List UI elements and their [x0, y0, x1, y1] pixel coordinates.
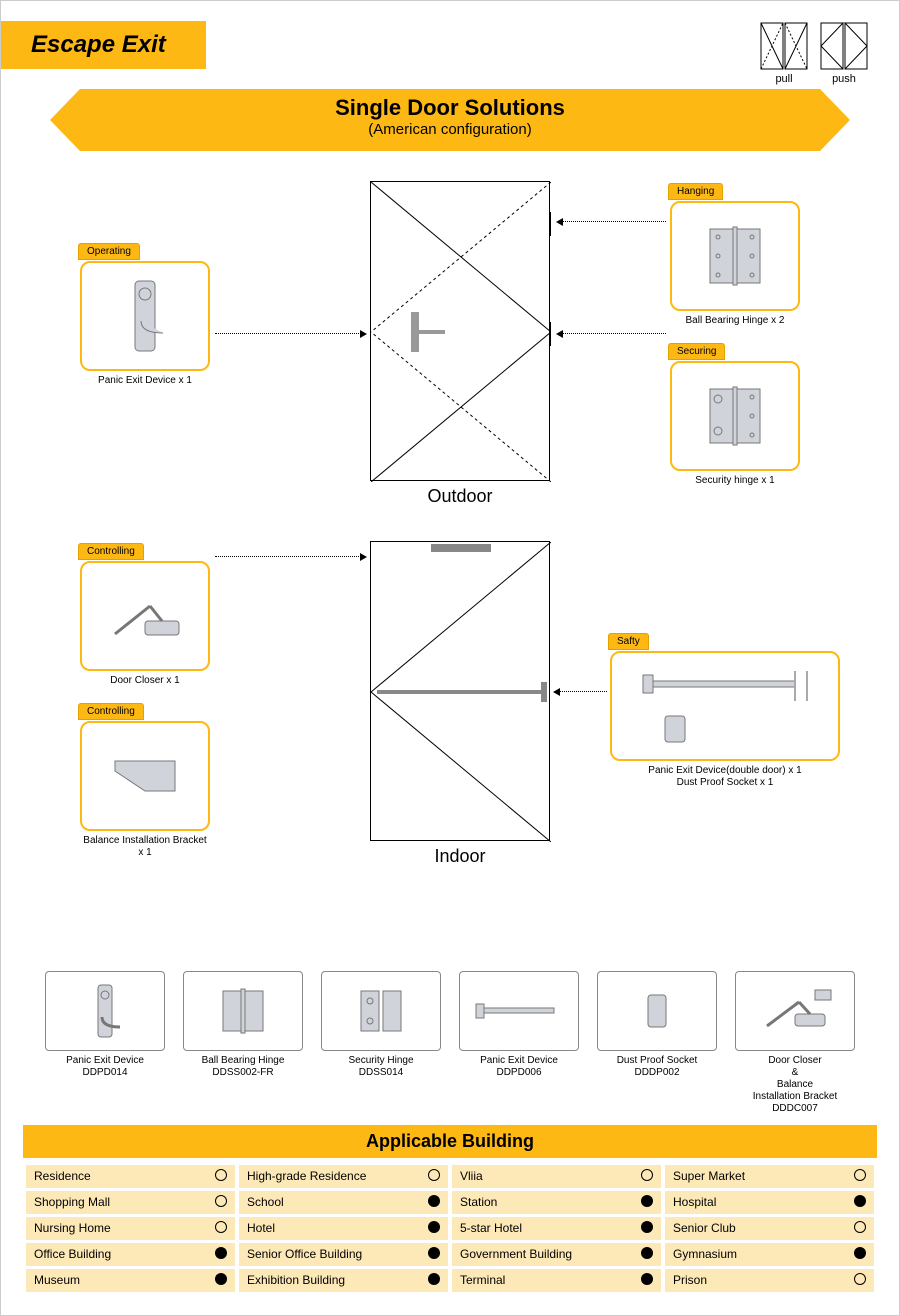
securing-component: Securing Security hinge x 1 — [670, 361, 800, 487]
product-thumb — [183, 971, 303, 1051]
applicable-cell: Exhibition Building — [239, 1269, 448, 1292]
indoor-label: Indoor — [360, 846, 560, 867]
applicable-cell: 5-star Hotel — [452, 1217, 661, 1240]
controlling1-component: Controlling Door Closer x 1 — [80, 561, 210, 687]
controlling2-caption: Balance Installation Bracket x 1 — [80, 835, 210, 859]
applicable-cell: School — [239, 1191, 448, 1214]
product-name: Dust Proof Socket — [597, 1055, 717, 1067]
applicable-cell: Super Market — [665, 1165, 874, 1188]
product-code: DDSS002-FR — [183, 1067, 303, 1079]
operating-caption: Panic Exit Device x 1 — [80, 375, 210, 387]
applicable-title: Applicable Building — [23, 1125, 877, 1158]
door-swing-icons: pull push — [759, 21, 869, 85]
securing-connector — [558, 333, 666, 334]
product-code: DDDC007 — [735, 1103, 855, 1115]
applicable-cell: Shopping Mall — [26, 1191, 235, 1214]
product-item: Panic Exit DeviceDDPD014 — [45, 971, 165, 1115]
product-name: Panic Exit Device — [45, 1055, 165, 1067]
product-code: DDPD006 — [459, 1067, 579, 1079]
applicable-cell: Nursing Home — [26, 1217, 235, 1240]
controlling1-tag: Controlling — [78, 543, 144, 560]
hanging-component: Hanging Ball Bearing Hinge x 2 — [670, 201, 800, 327]
indoor-door — [370, 541, 550, 841]
hanging-connector — [558, 221, 666, 222]
hanging-caption: Ball Bearing Hinge x 2 — [670, 315, 800, 327]
product-item: Security HingeDDSS014 — [321, 971, 441, 1115]
applicable-cell: Senior Club — [665, 1217, 874, 1240]
applicable-cell: Senior Office Building — [239, 1243, 448, 1266]
hanging-tag: Hanging — [668, 183, 723, 200]
ribbon-subtitle: (American configuration) — [80, 121, 820, 138]
applicable-cell: Prison — [665, 1269, 874, 1292]
product-thumb — [45, 971, 165, 1051]
push-label: push — [819, 73, 869, 85]
product-item: Door Closer & Balance Installation Brack… — [735, 971, 855, 1115]
product-name: Security Hinge — [321, 1055, 441, 1067]
applicable-cell: Gymnasium — [665, 1243, 874, 1266]
page-title: Escape Exit — [31, 31, 166, 59]
safty-connector — [555, 691, 607, 692]
applicable-cell: High-grade Residence — [239, 1165, 448, 1188]
product-item: Ball Bearing HingeDDSS002-FR — [183, 971, 303, 1115]
product-code: DDPD014 — [45, 1067, 165, 1079]
product-name: Panic Exit Device — [459, 1055, 579, 1067]
push-icon-box: push — [819, 21, 869, 85]
product-thumb — [321, 971, 441, 1051]
safty-component: Safty Panic Exit Device(double door) x 1… — [610, 651, 840, 789]
applicable-cell: Government Building — [452, 1243, 661, 1266]
controlling2-tag: Controlling — [78, 703, 144, 720]
applicable-cell: Office Building — [26, 1243, 235, 1266]
outdoor-door — [370, 181, 550, 481]
ribbon-banner: Single Door Solutions (American configur… — [80, 89, 820, 151]
applicable-cell: Residence — [26, 1165, 235, 1188]
product-thumb — [597, 971, 717, 1051]
outdoor-label: Outdoor — [360, 486, 560, 507]
applicable-cell: Vliia — [452, 1165, 661, 1188]
push-icon — [819, 21, 869, 71]
product-name: Ball Bearing Hinge — [183, 1055, 303, 1067]
applicable-cell: Hospital — [665, 1191, 874, 1214]
ribbon-title: Single Door Solutions — [80, 95, 820, 121]
product-name: Door Closer & Balance Installation Brack… — [735, 1055, 855, 1103]
applicable-cell: Terminal — [452, 1269, 661, 1292]
operating-connector — [215, 333, 365, 334]
applicable-cell: Station — [452, 1191, 661, 1214]
product-thumb — [459, 971, 579, 1051]
product-code: DDSS014 — [321, 1067, 441, 1079]
applicable-table: ResidenceHigh-grade ResidenceVliiaSuper … — [22, 1162, 878, 1295]
securing-tag: Securing — [668, 343, 725, 360]
door-diagram: Outdoor Indoor Operating Panic Exit Devi… — [20, 161, 880, 961]
securing-caption: Security hinge x 1 — [670, 475, 800, 487]
pull-icon-box: pull — [759, 21, 809, 85]
product-code: DDDP002 — [597, 1067, 717, 1079]
applicable-cell: Hotel — [239, 1217, 448, 1240]
applicable-cell: Museum — [26, 1269, 235, 1292]
product-thumb — [735, 971, 855, 1051]
pull-icon — [759, 21, 809, 71]
safty-tag: Safty — [608, 633, 649, 650]
product-item: Dust Proof SocketDDDP002 — [597, 971, 717, 1115]
controlling1-caption: Door Closer x 1 — [80, 675, 210, 687]
controlling2-component: Controlling Balance Installation Bracket… — [80, 721, 210, 859]
operating-component: Operating Panic Exit Device x 1 — [80, 261, 210, 387]
pull-label: pull — [759, 73, 809, 85]
header-tab: Escape Exit — [1, 21, 206, 69]
operating-tag: Operating — [78, 243, 140, 260]
safty-caption: Panic Exit Device(double door) x 1 Dust … — [610, 765, 840, 789]
controlling1-connector — [215, 556, 365, 557]
product-row: Panic Exit DeviceDDPD014Ball Bearing Hin… — [20, 971, 880, 1115]
product-item: Panic Exit DeviceDDPD006 — [459, 971, 579, 1115]
page: Escape Exit pull push — [0, 0, 900, 1316]
